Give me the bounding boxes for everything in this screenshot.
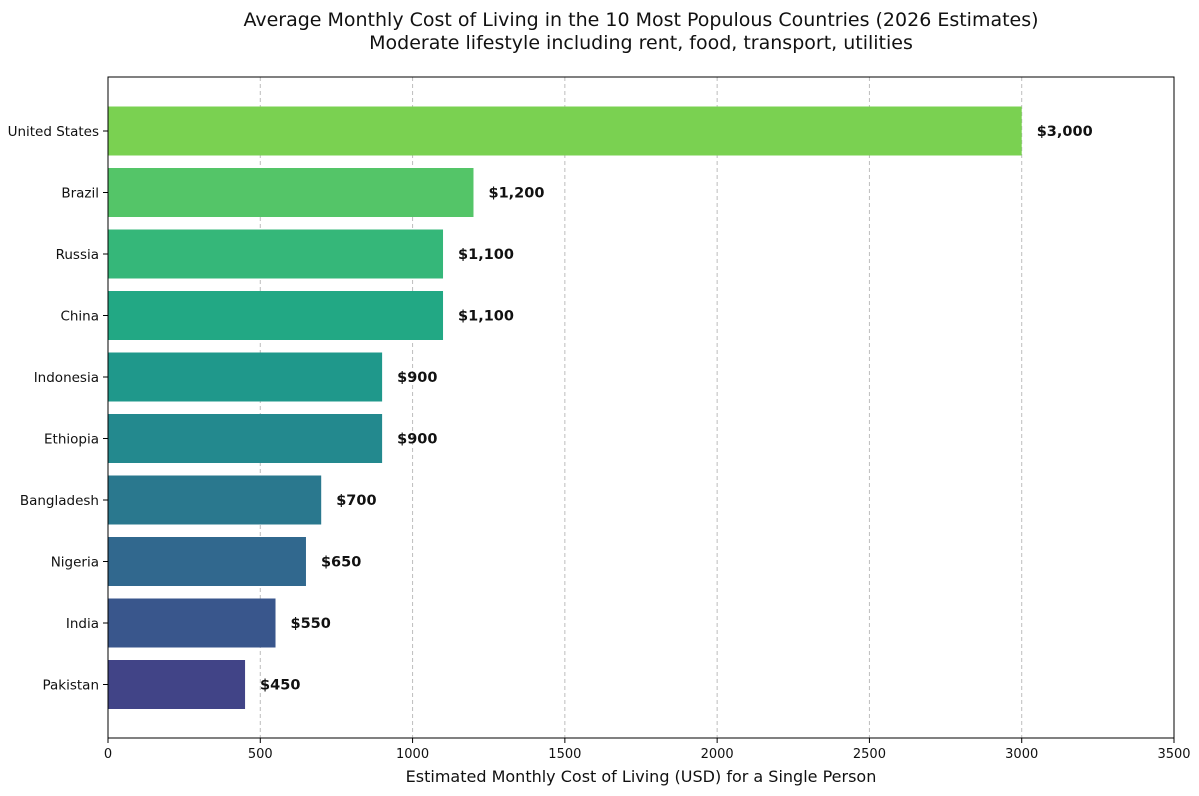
chart-subtitle: Moderate lifestyle including rent, food,… bbox=[369, 32, 913, 54]
data-label: $550 bbox=[291, 616, 331, 632]
x-tick-label: 2000 bbox=[701, 747, 734, 762]
data-label: $1,100 bbox=[458, 309, 514, 325]
bar bbox=[108, 598, 276, 648]
y-tick-label: Bangladesh bbox=[20, 493, 99, 509]
data-label: $1,200 bbox=[488, 186, 544, 202]
x-axis: 0 500 1000 1500 2000 2500 3000 3500 bbox=[104, 738, 1191, 762]
bar bbox=[108, 106, 1022, 156]
bar bbox=[108, 414, 383, 463]
bar bbox=[108, 229, 444, 279]
gridlines bbox=[259, 77, 1023, 738]
y-tick-label: Russia bbox=[56, 247, 99, 263]
y-tick-label: Pakistan bbox=[42, 678, 99, 694]
x-tick-label: 0 bbox=[104, 747, 112, 762]
bar bbox=[108, 537, 306, 586]
data-label: $900 bbox=[397, 432, 437, 448]
data-label: $700 bbox=[336, 493, 376, 509]
value-labels: $3,000 $1,200 $1,100 $1,100 $900 $900 $700 $650… bbox=[260, 124, 1093, 694]
data-label: $3,000 bbox=[1037, 124, 1093, 140]
data-label: $650 bbox=[321, 555, 361, 571]
x-tick-label: 3000 bbox=[1005, 747, 1038, 762]
y-tick-label: Ethiopia bbox=[44, 432, 99, 448]
data-label: $900 bbox=[397, 370, 437, 386]
y-tick-label: Indonesia bbox=[34, 370, 99, 386]
y-tick-label: China bbox=[60, 309, 99, 325]
x-tick-label: 1500 bbox=[548, 747, 581, 762]
bar bbox=[108, 660, 246, 709]
y-axis: United States Brazil Russia China Indonesia E… bbox=[8, 124, 108, 694]
plot-frame bbox=[107, 76, 1175, 739]
bar bbox=[108, 291, 444, 340]
data-label: $450 bbox=[260, 678, 300, 694]
data-label: $1,100 bbox=[458, 247, 514, 263]
y-tick-label: Nigeria bbox=[51, 555, 99, 571]
chart-title: Average Monthly Cost of Living in the 10… bbox=[243, 9, 1038, 31]
x-tick-label: 3500 bbox=[1157, 747, 1190, 762]
y-tick-label: India bbox=[66, 616, 99, 632]
y-tick-label: Brazil bbox=[61, 186, 99, 202]
y-tick-label: United States bbox=[8, 124, 99, 140]
x-axis-label: Estimated Monthly Cost of Living (USD) f… bbox=[406, 767, 877, 786]
bar bbox=[108, 168, 474, 217]
x-tick-label: 2500 bbox=[853, 747, 886, 762]
bars bbox=[108, 106, 1022, 709]
x-tick-label: 500 bbox=[248, 747, 273, 762]
bar bbox=[108, 475, 322, 525]
bar bbox=[108, 352, 383, 402]
x-tick-label: 1000 bbox=[396, 747, 429, 762]
